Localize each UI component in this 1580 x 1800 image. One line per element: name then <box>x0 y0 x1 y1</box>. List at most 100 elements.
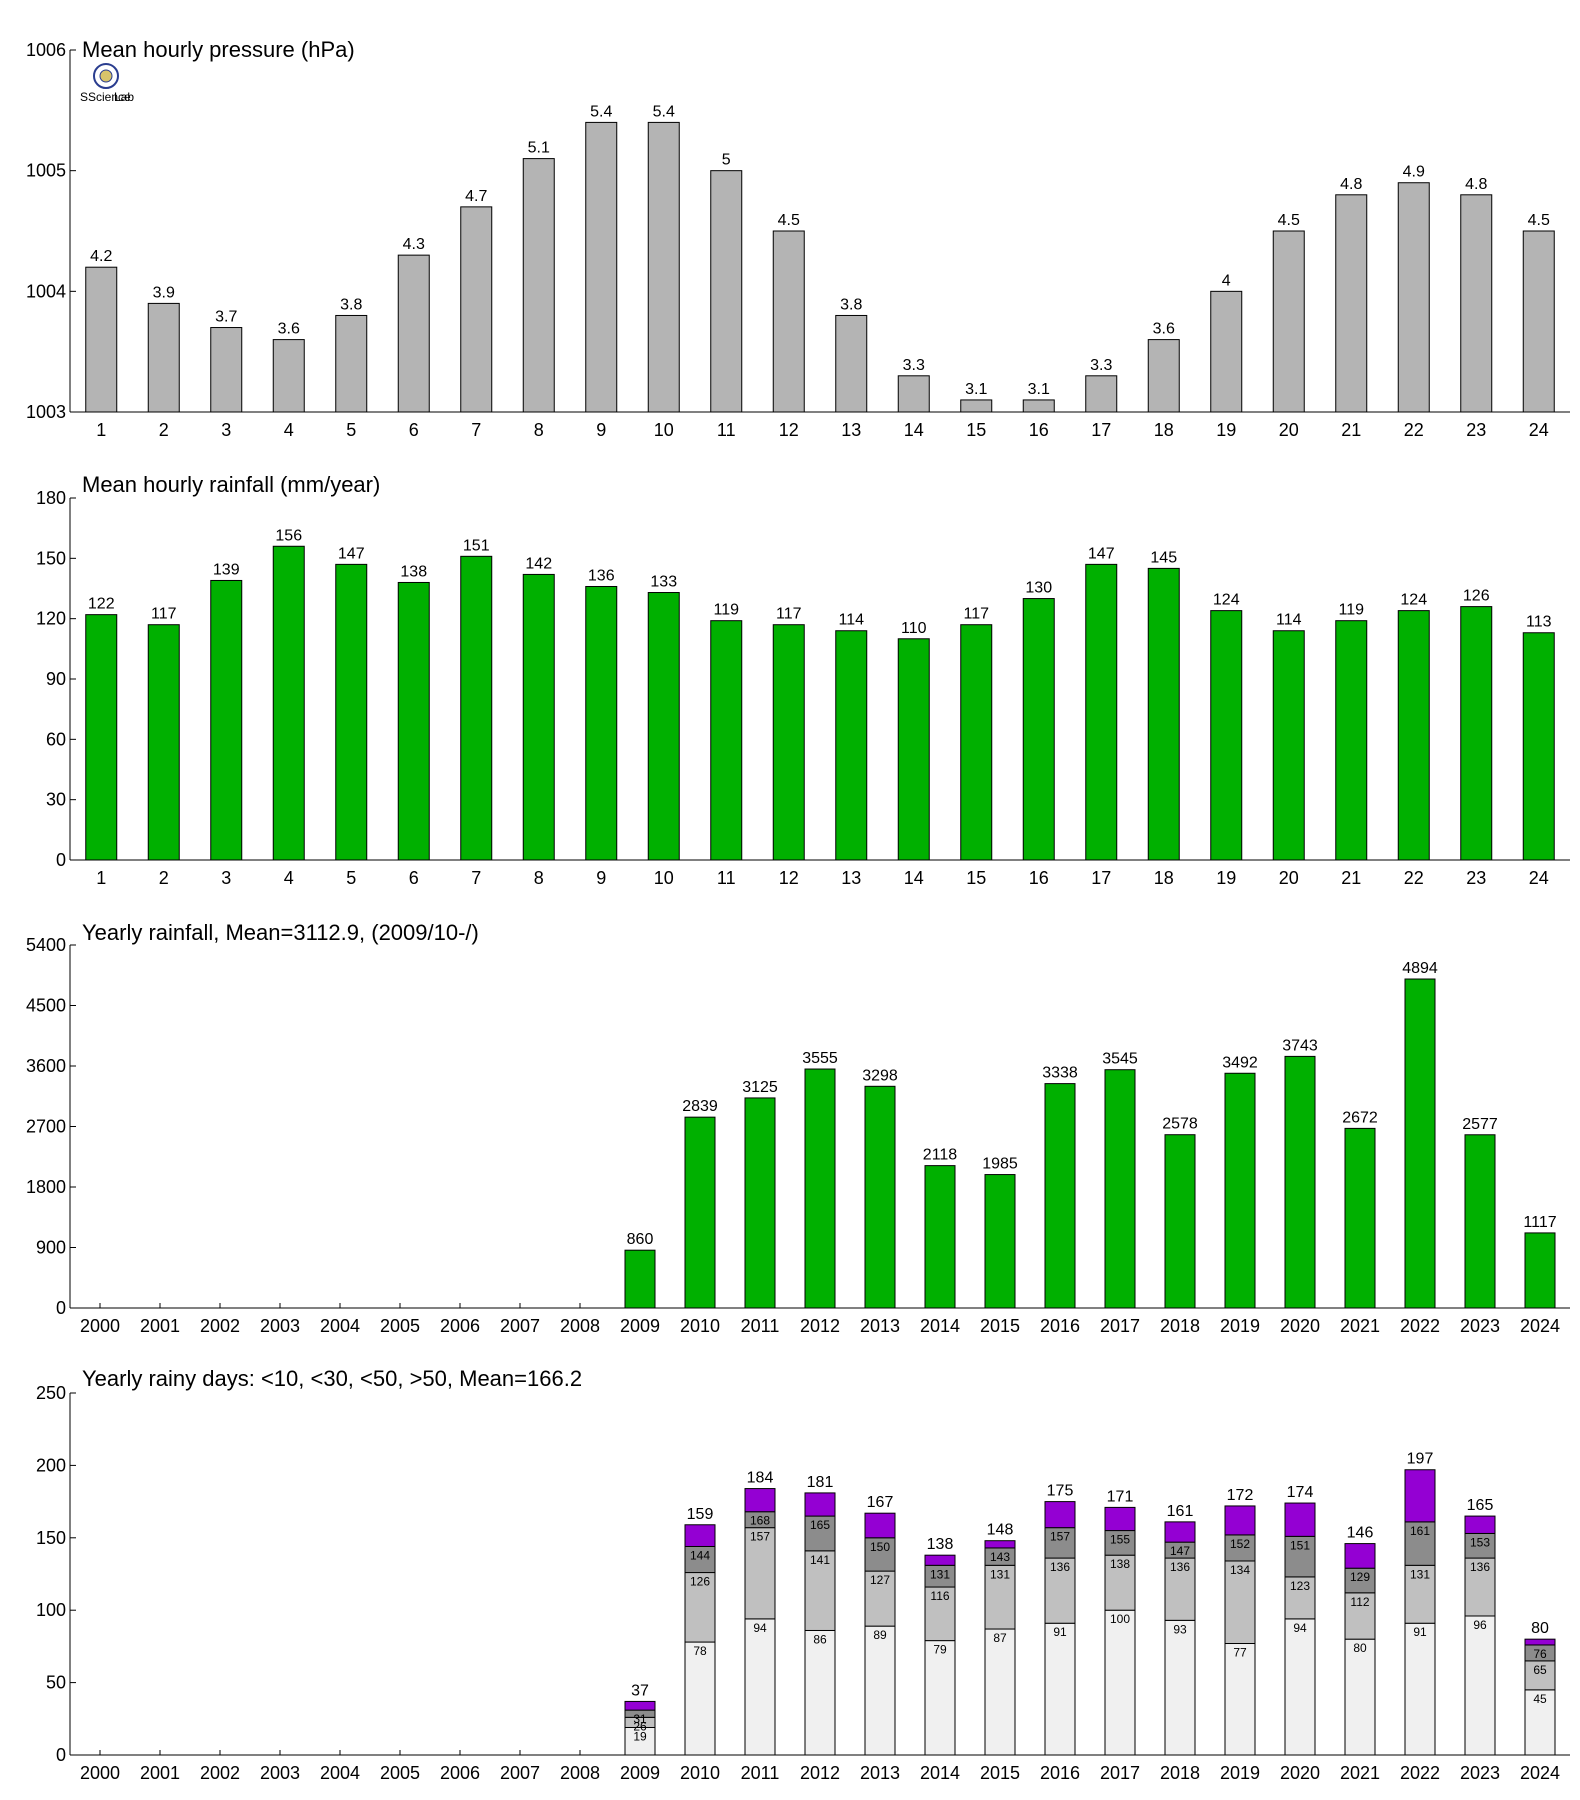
y-tick-label: 1005 <box>26 161 66 181</box>
stack-segment-lt50 <box>1344 1567 1376 1594</box>
bar-value-label: 117 <box>151 606 177 623</box>
stack-segment-total <box>1404 1469 1436 1523</box>
bar <box>710 620 743 861</box>
stack-segment-lt10 <box>1464 1615 1496 1756</box>
x-tick-label: 2003 <box>260 1763 300 1783</box>
bar-value-label: 4.2 <box>90 248 112 265</box>
bar <box>647 592 680 861</box>
x-tick-label: 2017 <box>1100 1316 1140 1336</box>
bar-value-label: 126 <box>1463 588 1490 605</box>
stack-segment-lt10 <box>1164 1619 1196 1756</box>
x-tick-label: 2020 <box>1280 1763 1320 1783</box>
x-tick-label: 2020 <box>1280 1316 1320 1336</box>
segment-label: 157 <box>1050 1530 1070 1544</box>
bar-total-label: 146 <box>1347 1525 1374 1542</box>
bar <box>897 638 930 861</box>
segment-label: 155 <box>1110 1533 1130 1547</box>
x-tick-label: 18 <box>1154 420 1174 440</box>
x-tick-label: 2014 <box>920 1763 960 1783</box>
stack-segment-total <box>1344 1543 1376 1569</box>
bar-value-label: 124 <box>1213 592 1240 609</box>
bar <box>804 1068 836 1309</box>
x-tick-label: 2016 <box>1040 1316 1080 1336</box>
stack-segment-lt10 <box>924 1640 956 1756</box>
y-tick-label: 3600 <box>26 1056 66 1076</box>
x-tick-label: 2014 <box>920 1316 960 1336</box>
bar-value-label: 1117 <box>1523 1214 1556 1231</box>
stack-segment-lt10 <box>1404 1622 1436 1756</box>
bar <box>85 614 118 861</box>
y-tick-label: 50 <box>46 1673 66 1693</box>
x-tick-label: 2010 <box>680 1763 720 1783</box>
stack-segment-lt30 <box>1464 1557 1496 1617</box>
x-tick-label: 21 <box>1341 868 1361 888</box>
stack-segment-lt30 <box>1104 1554 1136 1611</box>
stack-segment-lt30 <box>1344 1592 1376 1640</box>
y-tick-label: 180 <box>36 488 66 508</box>
bar <box>684 1116 716 1309</box>
bar <box>1344 1127 1376 1309</box>
x-tick-label: 24 <box>1529 420 1549 440</box>
stack-segment-lt50 <box>1404 1521 1436 1566</box>
bar-value-label: 3545 <box>1102 1051 1138 1068</box>
bar-value-label: 4.8 <box>1465 176 1487 193</box>
bar-value-label: 113 <box>1526 614 1552 631</box>
y-tick-label: 1003 <box>26 402 66 422</box>
bar-value-label: 3.1 <box>1028 381 1050 398</box>
bar-value-label: 3.6 <box>278 321 300 338</box>
bar <box>924 1165 956 1309</box>
x-tick-label: 2018 <box>1160 1316 1200 1336</box>
x-tick-label: 2006 <box>440 1316 480 1336</box>
logo-lab: Lab <box>114 90 134 104</box>
x-tick-label: 4 <box>284 868 294 888</box>
chart-panels: Mean hourly pressure (hPa)10031004100510… <box>26 37 1570 1783</box>
bar <box>1085 563 1118 861</box>
bar-total-label: 148 <box>987 1522 1014 1539</box>
stack-segment-total <box>1164 1521 1196 1543</box>
x-tick-label: 20 <box>1279 420 1299 440</box>
x-tick-label: 6 <box>409 868 419 888</box>
bar <box>397 581 430 861</box>
x-tick-label: 2005 <box>380 1763 420 1783</box>
stack-segment-total <box>984 1540 1016 1549</box>
bar-value-label: 138 <box>400 563 427 580</box>
bar <box>960 399 993 413</box>
x-tick-label: 8 <box>534 868 544 888</box>
x-tick-label: 2023 <box>1460 1316 1500 1336</box>
x-tick-label: 2015 <box>980 1316 1020 1336</box>
segment-label: 141 <box>810 1553 830 1567</box>
stack-segment-lt10 <box>684 1641 716 1756</box>
x-tick-label: 2 <box>159 420 169 440</box>
x-tick-label: 2007 <box>500 1316 540 1336</box>
segment-label: 123 <box>1290 1579 1310 1593</box>
bar-total-label: 175 <box>1047 1483 1074 1500</box>
segment-label: 161 <box>1410 1524 1430 1538</box>
y-tick-label: 4500 <box>26 996 66 1016</box>
x-tick-label: 2002 <box>200 1763 240 1783</box>
bar <box>335 563 368 861</box>
x-tick-label: 16 <box>1029 868 1049 888</box>
bar-value-label: 3298 <box>862 1067 898 1084</box>
stack-segment-lt10 <box>1044 1622 1076 1756</box>
x-tick-label: 1 <box>96 868 106 888</box>
bar-value-label: 2839 <box>682 1098 718 1115</box>
bar <box>1104 1069 1136 1309</box>
bar-value-label: 3.7 <box>215 309 237 326</box>
bar <box>1284 1055 1316 1309</box>
bar-value-label: 3125 <box>742 1079 778 1096</box>
bar <box>772 230 805 413</box>
bar-value-label: 5.4 <box>590 103 612 120</box>
bar <box>522 158 555 413</box>
bar-value-label: 860 <box>627 1231 654 1248</box>
y-tick-label: 0 <box>56 1745 66 1765</box>
bar <box>1397 610 1430 861</box>
bar-value-label: 4.5 <box>778 212 800 229</box>
x-tick-label: 2003 <box>260 1316 300 1336</box>
bar-value-label: 117 <box>963 606 989 623</box>
x-tick-label: 2015 <box>980 1763 1020 1783</box>
x-tick-label: 17 <box>1091 868 1111 888</box>
stack-segment-lt30 <box>804 1550 836 1631</box>
x-tick-label: 15 <box>966 420 986 440</box>
chart-title: Yearly rainy days: <10, <30, <50, >50, M… <box>82 1366 582 1391</box>
